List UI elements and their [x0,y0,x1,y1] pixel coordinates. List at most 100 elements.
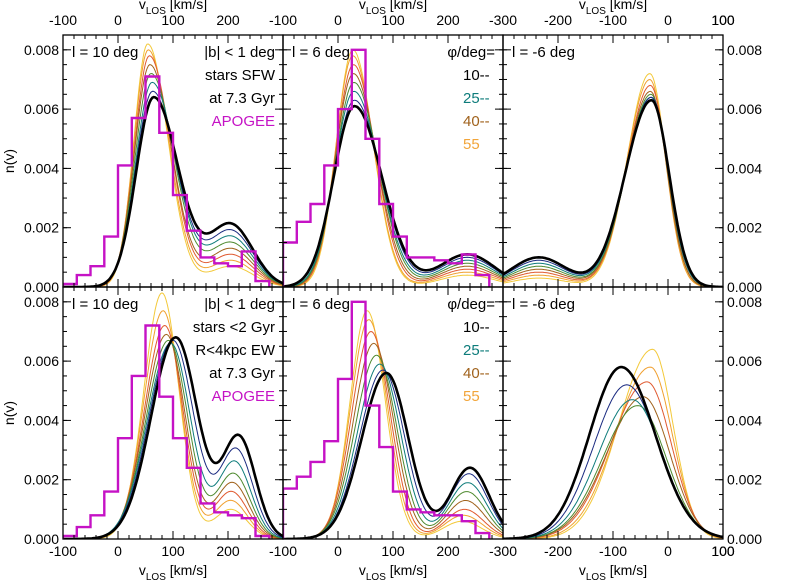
model-curve-thick [63,336,283,539]
y-tick-label-right: 0.000 [727,279,762,295]
axis-title-main: v [579,0,586,12]
x-tick-label-top: 0 [664,12,672,28]
y-tick-label-right: 0.000 [727,531,762,547]
y-axis-title: n(v) [1,401,17,425]
axis-title-unit: [km/s] [606,0,647,12]
panel-r1c2: l = -6 deg [502,286,724,540]
legend-entry: 55 [463,388,480,405]
legend-entry: 10-- [463,319,490,336]
panel-plot-area [503,348,723,539]
x-tick-label-top: -300 [489,12,517,28]
apogee-histogram [63,75,271,287]
x-tick-label: 100 [711,543,735,559]
panel-plot-area [63,43,283,287]
x-tick-label-top: 100 [381,12,405,28]
y-tick-label-right: 0.002 [727,472,762,488]
x-axis-title-top: vLOS [km/s] [359,0,427,17]
panel-note: APOGEE [212,113,275,130]
axis-title-unit: [km/s] [166,562,207,578]
y-tick-label: 0.004 [24,412,59,428]
x-tick-label-top: -100 [599,12,627,28]
y-tick-label: 0.002 [24,220,59,236]
axis-title-sub: LOS [366,572,386,582]
y-tick-label: 0.000 [24,531,59,547]
x-tick-label: -300 [489,543,517,559]
model-curve-thick [503,98,723,287]
panel-label: l = -6 deg [512,296,575,313]
x-tick-label: 100 [381,543,405,559]
y-tick-label-right: 0.008 [727,294,762,310]
panel-label: l = 10 deg [72,44,138,61]
x-tick-label-top: 200 [436,12,460,28]
panel-r0c0: l = 10 deg |b| < 1 deg stars SFW at 7.3 Gyr… [62,34,284,288]
axis-title-unit: [km/s] [166,0,207,12]
panel-note: APOGEE [212,388,275,405]
axis-title-sub: LOS [146,6,166,17]
legend-entry: 25-- [463,342,490,359]
x-tick-label: -100 [49,543,77,559]
x-tick-label-top: 100 [711,12,735,28]
x-tick-label-top: 0 [334,12,342,28]
y-tick-label: 0.008 [24,42,59,58]
legend-title: φ/deg= [447,44,495,61]
panel-r0c2: l = -6 deg [502,34,724,288]
x-tick-label: 0 [114,543,122,559]
y-tick-label: 0.006 [24,353,59,369]
axis-title-main: v [139,0,146,12]
legend-entry: 25-- [463,90,490,107]
model-curve-5 [283,64,503,287]
model-curve-7 [503,73,723,287]
x-tick-label: -100 [269,543,297,559]
x-tick-label-top: 100 [711,12,735,28]
panel-note: |b| < 1 deg [204,296,275,313]
axis-title-main: v [359,562,366,578]
legend-entry: 40-- [463,365,490,382]
x-axis-title-top: vLOS [km/s] [139,0,207,17]
axis-title-main: v [579,562,586,578]
y-tick-label-right: 0.004 [727,412,762,428]
panel-grid: l = 10 deg |b| < 1 deg stars SFW at 7.3 Gyr… [62,34,724,540]
panel-label: l = -6 deg [512,44,575,61]
y-tick-label-right: 0.002 [727,220,762,236]
apogee-histogram [63,324,271,539]
axis-title-sub: LOS [586,6,606,17]
y-tick-label: 0.002 [24,472,59,488]
axis-title-main: v [359,0,366,12]
x-tick-label: -200 [544,543,572,559]
axis-title-unit: [km/s] [606,562,647,578]
model-curve-7 [283,49,503,287]
model-curve-5 [283,331,503,539]
panel-label: l = 6 deg [292,44,350,61]
panel-r0c1: l = 6 deg φ/deg= 10-- 25-- 40-- 55 [282,34,504,288]
panel-r1c0: l = 10 deg |b| < 1 deg stars <2 Gyr R<4kpc … [62,286,284,540]
panel-plot-area [503,73,723,287]
panel-note: |b| < 1 deg [204,44,275,61]
x-tick-label: -100 [599,543,627,559]
apogee-histogram [283,300,491,539]
panel-frame [502,286,724,540]
model-curve-6 [503,366,723,539]
y-tick-label: 0.004 [24,160,59,176]
panel-r1c1: l = 6 deg φ/deg= 10-- 25-- 40-- 55 [282,286,504,540]
y-tick-label-right: 0.004 [727,160,762,176]
axis-title-unit: [km/s] [386,0,427,12]
x-tick-label: 100 [161,543,185,559]
panel-label: l = 6 deg [292,296,350,313]
y-axis-title: n(v) [1,149,17,173]
panel-plot-area [283,48,503,287]
x-tick-label: 0 [664,543,672,559]
x-axis-title: vLOS [km/s] [579,562,647,582]
model-curve-thick [283,371,503,539]
panel-label: l = 10 deg [72,296,138,313]
panel-plot-area [63,292,283,539]
x-tick-label: 100 [711,543,735,559]
y-tick-label: 0.000 [24,279,59,295]
x-tick-label: 200 [216,543,240,559]
panel-note: stars SFW [205,67,276,84]
y-tick-label: 0.008 [24,294,59,310]
y-tick-label-right: 0.006 [727,101,762,117]
x-tick-label-top: -100 [269,12,297,28]
panel-frame [502,34,724,288]
axis-title-sub: LOS [366,6,386,17]
